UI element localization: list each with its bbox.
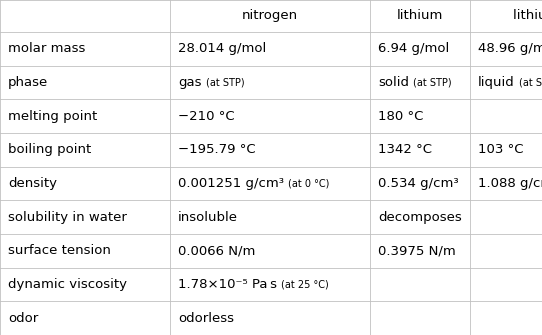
Text: 48.96 g/mol: 48.96 g/mol <box>478 42 542 55</box>
Text: (at 0 °C): (at 0 °C) <box>288 179 330 189</box>
Text: (at 25 °C): (at 25 °C) <box>281 279 329 289</box>
Text: 0.0066 N/m: 0.0066 N/m <box>178 244 255 257</box>
Text: 6.94 g/mol: 6.94 g/mol <box>378 42 449 55</box>
Text: solid: solid <box>378 76 409 89</box>
Text: lithium azide: lithium azide <box>513 9 542 22</box>
Text: boiling point: boiling point <box>8 143 91 156</box>
Text: insoluble: insoluble <box>178 211 238 224</box>
Text: −210 °C: −210 °C <box>178 110 235 123</box>
Text: 0.534 g/cm³: 0.534 g/cm³ <box>378 177 459 190</box>
Text: density: density <box>8 177 57 190</box>
Text: 1342 °C: 1342 °C <box>378 143 432 156</box>
Text: −195.79 °C: −195.79 °C <box>178 143 256 156</box>
Text: (at STP): (at STP) <box>413 77 451 87</box>
Text: 0.001251 g/cm³: 0.001251 g/cm³ <box>178 177 284 190</box>
Text: molar mass: molar mass <box>8 42 86 55</box>
Text: dynamic viscosity: dynamic viscosity <box>8 278 127 291</box>
Text: 180 °C: 180 °C <box>378 110 423 123</box>
Text: 1.088 g/cm³: 1.088 g/cm³ <box>478 177 542 190</box>
Text: gas: gas <box>178 76 202 89</box>
Text: (at STP): (at STP) <box>205 77 244 87</box>
Text: 28.014 g/mol: 28.014 g/mol <box>178 42 266 55</box>
Text: lithium: lithium <box>397 9 443 22</box>
Text: odor: odor <box>8 312 38 325</box>
Text: decomposes: decomposes <box>378 211 462 224</box>
Text: nitrogen: nitrogen <box>242 9 298 22</box>
Text: 0.3975 N/m: 0.3975 N/m <box>378 244 456 257</box>
Text: melting point: melting point <box>8 110 97 123</box>
Text: surface tension: surface tension <box>8 244 111 257</box>
Text: 103 °C: 103 °C <box>478 143 524 156</box>
Text: liquid: liquid <box>478 76 515 89</box>
Text: solubility in water: solubility in water <box>8 211 127 224</box>
Text: odorless: odorless <box>178 312 234 325</box>
Text: phase: phase <box>8 76 48 89</box>
Text: 1.78×10⁻⁵ Pa s: 1.78×10⁻⁵ Pa s <box>178 278 277 291</box>
Text: (at STP): (at STP) <box>519 77 542 87</box>
